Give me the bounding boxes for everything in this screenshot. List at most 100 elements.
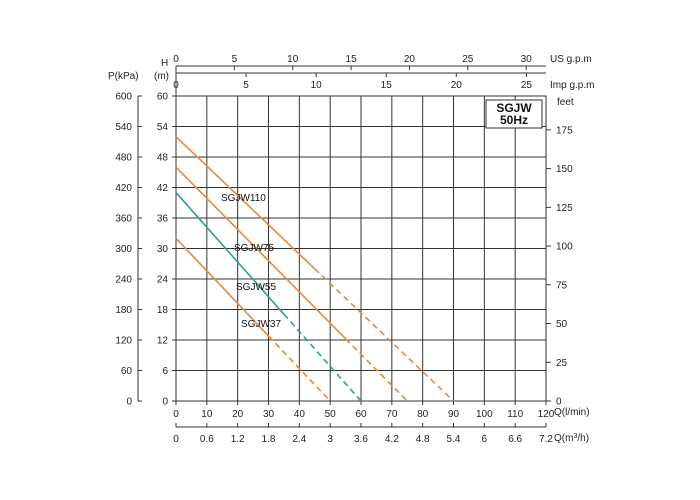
head-axis-label: H [161,58,168,69]
flow-lmin-axis-label: Q(l/min) [554,407,590,418]
y-tick-label-kpa: 60 [121,366,133,377]
chart-title: SGJW [496,101,532,115]
y-tick-label-kpa: 120 [115,336,132,347]
right-axes: feet [557,97,574,108]
x-tick-label-lmin: 20 [232,409,244,420]
x-tick-label-m3h: 3 [327,434,333,445]
y-tick-label-kpa: 540 [115,122,132,133]
x-tick-label-lmin: 0 [173,409,179,420]
y-tick-label-head: 18 [157,305,169,316]
series-tail-sgjw55 [283,313,362,402]
y-tick-label-kpa: 480 [115,153,132,164]
x-tick-label-imp-gpm: 10 [311,80,323,91]
y-tick-label-head: 42 [157,183,169,194]
chart-subtitle: 50Hz [500,113,528,127]
x-tick-label-lmin: 100 [476,409,493,420]
y-tick-label-feet: 0 [556,397,562,408]
x-tick-label-lmin: 40 [294,409,306,420]
series-label-sgjw75: SGJW75 [234,243,274,254]
x-tick-label-lmin: 120 [538,409,555,420]
y-tick-label-kpa: 180 [115,305,132,316]
y-tick-label-head: 24 [157,275,169,286]
y-tick-label-head: 54 [157,122,169,133]
x-tick-label-lmin: 80 [417,409,429,420]
imp-gpm-axis-label: Imp g.p.m [550,80,594,91]
x-tick-label-m3h: 3.6 [354,434,368,445]
x-tick-label-lmin: 70 [386,409,398,420]
y-tick-label-kpa: 0 [126,397,132,408]
series-line-sgjw37 [175,237,270,337]
x-tick-label-imp-gpm: 5 [243,80,249,91]
x-tick-label-m3h: 4.8 [416,434,430,445]
x-tick-label-m3h: 1.2 [231,434,245,445]
x-tick-label-us-gpm: 20 [404,54,416,65]
head-axis-unit: (m) [154,71,169,82]
x-tick-label-lmin: 50 [325,409,337,420]
x-tick-label-lmin: 60 [355,409,367,420]
x-tick-label-m3h: 0 [173,434,179,445]
y-tick-label-head: 30 [157,244,169,255]
y-tick-label-feet: 25 [556,358,568,369]
series-label-sgjw55: SGJW55 [236,282,276,293]
x-tick-label-us-gpm: 10 [287,54,299,65]
x-tick-label-lmin: 10 [201,409,213,420]
series-tail-sgjw75 [345,338,408,402]
grid [176,96,546,401]
ticks-layer: 0 10 20 30 40 50 60 70 80 90 100 110 120061218243036… [115,54,573,445]
y-tick-label-head: 60 [157,92,169,103]
x-tick-label-m3h: 5.4 [447,434,461,445]
y-tick-label-kpa: 240 [115,275,132,286]
chart-title-box: SGJW 50Hz [485,99,543,129]
x-tick-label-us-gpm: 25 [462,54,474,65]
y-tick-label-head: 12 [157,336,169,347]
flow-m3h-axis-label: Q(m3/h) [554,433,589,445]
left-axes: P(kPa) H (m) [108,58,177,401]
x-tick-label-m3h: 6 [482,434,488,445]
y-tick-label-kpa: 360 [115,214,132,225]
x-tick-label-lmin: 110 [507,409,523,420]
x-tick-label-imp-gpm: 25 [521,80,533,91]
y-tick-label-head: 6 [162,366,168,377]
series-label-sgjw110: SGJW110 [221,193,266,204]
y-tick-label-kpa: 300 [115,244,132,255]
series-layer: SGJW110 SGJW75 SGJW55 SGJW37 [175,136,455,402]
y-tick-label-kpa: 600 [115,92,132,103]
series-line-sgjw75 [175,166,347,340]
series-label-sgjw37: SGJW37 [241,319,281,330]
top-axes: US g.p.m Imp g.p.m [176,54,594,91]
kpa-axis-label: P(kPa) [108,71,139,82]
series-tail-sgjw37 [267,335,331,402]
x-tick-label-imp-gpm: 0 [173,80,179,91]
x-tick-label-m3h: 2.4 [292,434,306,445]
y-tick-label-feet: 150 [556,164,573,175]
x-tick-label-m3h: 6.6 [508,434,522,445]
series-tail-sgjw110 [314,268,455,402]
y-tick-label-head: 0 [162,397,168,408]
x-tick-label-m3h: 1.8 [262,434,276,445]
x-tick-label-us-gpm: 15 [346,54,358,65]
x-tick-label-us-gpm: 0 [173,54,179,65]
x-tick-label-imp-gpm: 15 [381,80,393,91]
x-tick-label-lmin: 90 [448,409,460,420]
y-tick-label-head: 48 [157,153,169,164]
y-tick-label-feet: 100 [556,242,573,253]
y-tick-label-kpa: 420 [115,183,132,194]
title-box-frame [485,99,543,129]
y-tick-label-feet: 175 [556,125,573,136]
x-tick-label-m3h: 7.2 [539,434,553,445]
y-tick-label-feet: 50 [556,319,568,330]
x-tick-label-us-gpm: 5 [232,54,238,65]
x-tick-label-lmin: 30 [263,409,275,420]
y-tick-label-feet: 125 [556,203,573,214]
x-tick-label-m3h: 4.2 [385,434,399,445]
us-gpm-axis-label: US g.p.m [550,54,592,65]
feet-axis-label: feet [557,97,574,108]
x-tick-label-imp-gpm: 20 [451,80,463,91]
y-tick-label-head: 36 [157,214,169,225]
x-tick-label-us-gpm: 30 [521,54,533,65]
x-tick-label-m3h: 0.6 [200,434,214,445]
y-tick-label-feet: 75 [556,280,568,291]
series-line-sgjw55 [175,192,285,315]
series-line-sgjw110 [175,136,316,270]
